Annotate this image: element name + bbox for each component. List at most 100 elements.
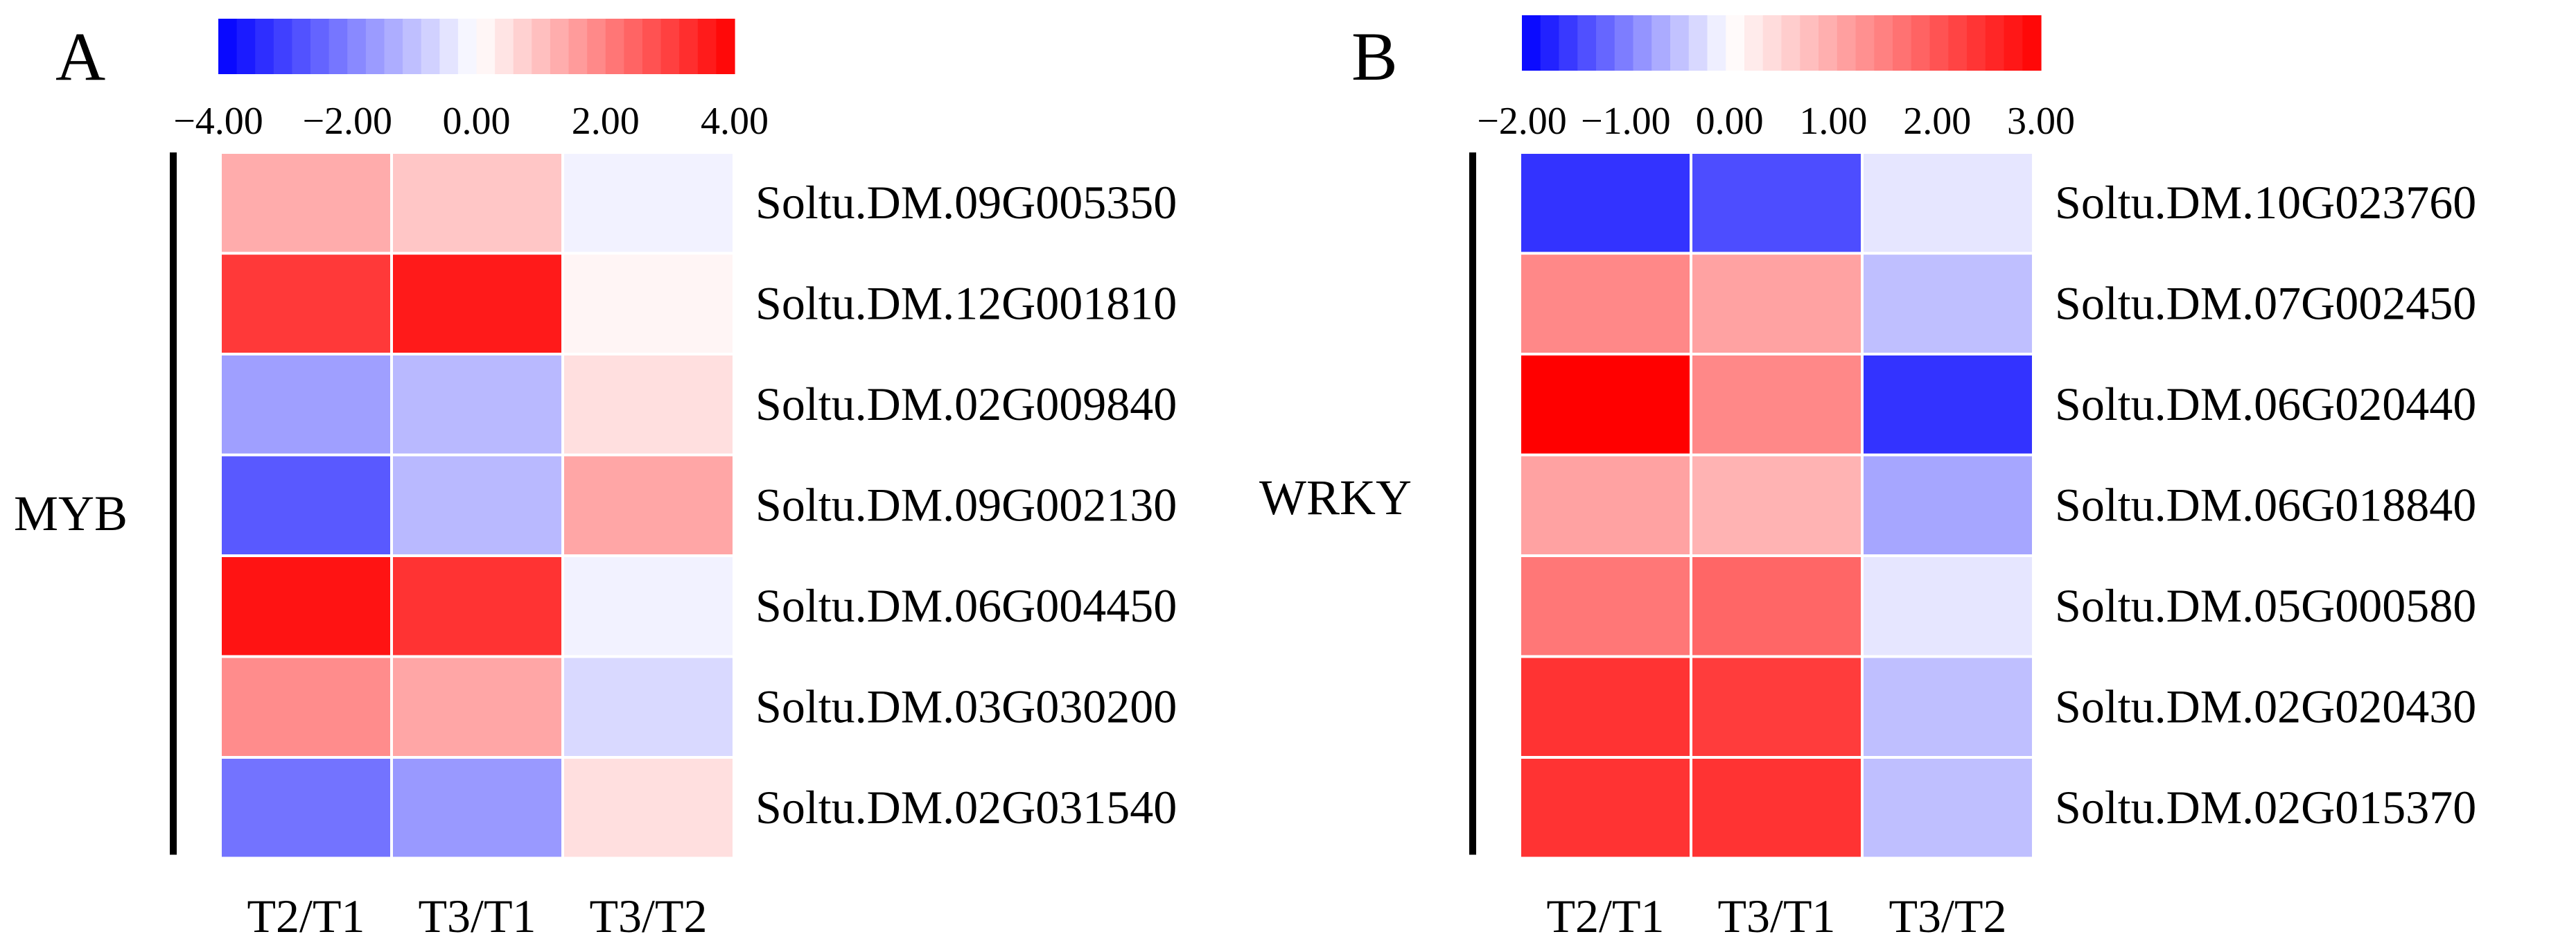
colorbar-segment	[421, 19, 440, 74]
colorbar-tick-label: 2.00	[1903, 100, 1971, 143]
colorbar-segment	[2022, 15, 2042, 71]
panel-b-heatmap: B −2.00 −1.00 0.00 1.00 2.00 3.00 Soltu.DM.10G0…	[1259, 15, 2476, 942]
column-label: T3/T1	[1718, 890, 1836, 942]
heatmap-cell	[564, 254, 733, 353]
heatmap-cell	[393, 759, 561, 857]
gene-label: Soltu.DM.05G000580	[2055, 579, 2476, 632]
gene-label: Soltu.DM.09G002130	[755, 478, 1177, 531]
colorbar-segment	[1707, 15, 1726, 71]
column-label: T3/T2	[590, 890, 708, 942]
colorbar-segment	[1522, 15, 1541, 71]
gene-label: Soltu.DM.02G020430	[2055, 680, 2476, 732]
colorbar-segment	[679, 19, 699, 74]
colorbar-tick-label: −2.00	[302, 100, 392, 143]
colorbar-segment	[550, 19, 570, 74]
colorbar-segment	[1837, 15, 1857, 71]
colorbar-segment	[347, 19, 367, 74]
colorbar-segment	[1670, 15, 1690, 71]
panel-label: A	[55, 18, 105, 95]
gene-label: Soltu.DM.06G020440	[2055, 378, 2476, 430]
colorbar-segment	[1855, 15, 1875, 71]
heatmap-cell	[564, 759, 733, 857]
column-label: T2/T1	[1547, 890, 1665, 942]
colorbar-segment	[532, 19, 551, 74]
colorbar-segment	[642, 19, 662, 74]
heatmap-cell	[1521, 759, 1690, 857]
colorbar-segment	[2004, 15, 2023, 71]
heatmap-cell	[1521, 355, 1690, 454]
heatmap-cell	[1521, 658, 1690, 756]
colorbar-segment	[1726, 15, 1745, 71]
group-label-myb: MYB	[14, 486, 128, 541]
colorbar-segment	[218, 19, 238, 74]
heatmap-cell	[393, 557, 561, 656]
heatmap-cell	[1692, 658, 1861, 756]
colorbar-segment	[568, 19, 588, 74]
panel-a-heatmap: A −4.00 −2.00 0.00 2.00 4.00 Soltu.DM.09G00535…	[14, 18, 1177, 942]
heatmap-cell	[564, 658, 733, 756]
heatmap-cell	[564, 355, 733, 454]
column-label: T2/T1	[247, 890, 365, 942]
colorbar-segment	[328, 19, 348, 74]
heatmap-cell	[1521, 154, 1690, 252]
heatmap-cell	[1692, 456, 1861, 554]
colorbar-segment	[310, 19, 330, 74]
heatmap-cell	[1864, 355, 2032, 454]
heatmap-cell	[1521, 254, 1690, 353]
colorbar-tick-label: 1.00	[1799, 100, 1867, 143]
colorbar-segment	[1967, 15, 1986, 71]
heatmap-cell	[393, 456, 561, 554]
heatmap-cell	[564, 456, 733, 554]
colorbar-tick-label: −2.00	[1477, 100, 1567, 143]
colorbar-segment	[1688, 15, 1708, 71]
colorbar-segment	[1577, 15, 1597, 71]
heatmap-cell	[564, 557, 733, 656]
column-label: T3/T2	[1889, 890, 2007, 942]
colorbar-tick-label: 0.00	[1696, 100, 1764, 143]
heatmap-cell	[1864, 154, 2032, 252]
gene-label: Soltu.DM.09G005350	[755, 176, 1177, 229]
colorbar-segment	[624, 19, 643, 74]
gene-label: Soltu.DM.06G004450	[755, 579, 1177, 632]
colorbar-segment	[513, 19, 532, 74]
heatmap-cell	[393, 355, 561, 454]
group-bracket	[170, 152, 177, 855]
heatmap-cell	[393, 658, 561, 756]
heatmap-cell	[1521, 456, 1690, 554]
colorbar-segment	[1614, 15, 1634, 71]
heatmap-cell	[1692, 254, 1861, 353]
colorbar-segment	[255, 19, 274, 74]
gene-label: Soltu.DM.02G031540	[755, 781, 1177, 834]
heatmap-cell	[222, 254, 390, 353]
gene-label: Soltu.DM.02G009840	[755, 378, 1177, 430]
colorbar-segment	[1911, 15, 1931, 71]
colorbar-segment	[1893, 15, 1912, 71]
gene-label: Soltu.DM.06G018840	[2055, 478, 2476, 531]
heatmap-cell	[222, 759, 390, 857]
column-label: T3/T1	[419, 890, 536, 942]
colorbar-tick-label: 3.00	[2007, 100, 2075, 143]
colorbar-segment	[697, 19, 717, 74]
gene-label: Soltu.DM.10G023760	[2055, 176, 2476, 229]
heatmap-cell	[222, 154, 390, 252]
heatmap-cell	[1864, 759, 2032, 857]
gene-label: Soltu.DM.07G002450	[2055, 276, 2476, 329]
colorbar-tick-label: 0.00	[443, 100, 511, 143]
gene-label: Soltu.DM.03G030200	[755, 680, 1177, 732]
heatmap-cell	[1692, 154, 1861, 252]
colorbar-segment	[1874, 15, 1893, 71]
heatmap-cell	[1864, 658, 2032, 756]
colorbar-segment	[1762, 15, 1782, 71]
colorbar-segment	[716, 19, 735, 74]
colorbar-segment	[660, 19, 680, 74]
heatmap-cell	[1692, 355, 1861, 454]
colorbar-segment	[605, 19, 624, 74]
gene-label: Soltu.DM.02G015370	[2055, 781, 2476, 834]
heatmap-cell	[1521, 557, 1690, 656]
colorbar-segment	[1559, 15, 1578, 71]
colorbar-segment	[1744, 15, 1764, 71]
colorbar-segment	[1596, 15, 1615, 71]
heatmap-cell	[564, 154, 733, 252]
heatmap-cell	[393, 154, 561, 252]
colorbar-segment	[1929, 15, 1949, 71]
